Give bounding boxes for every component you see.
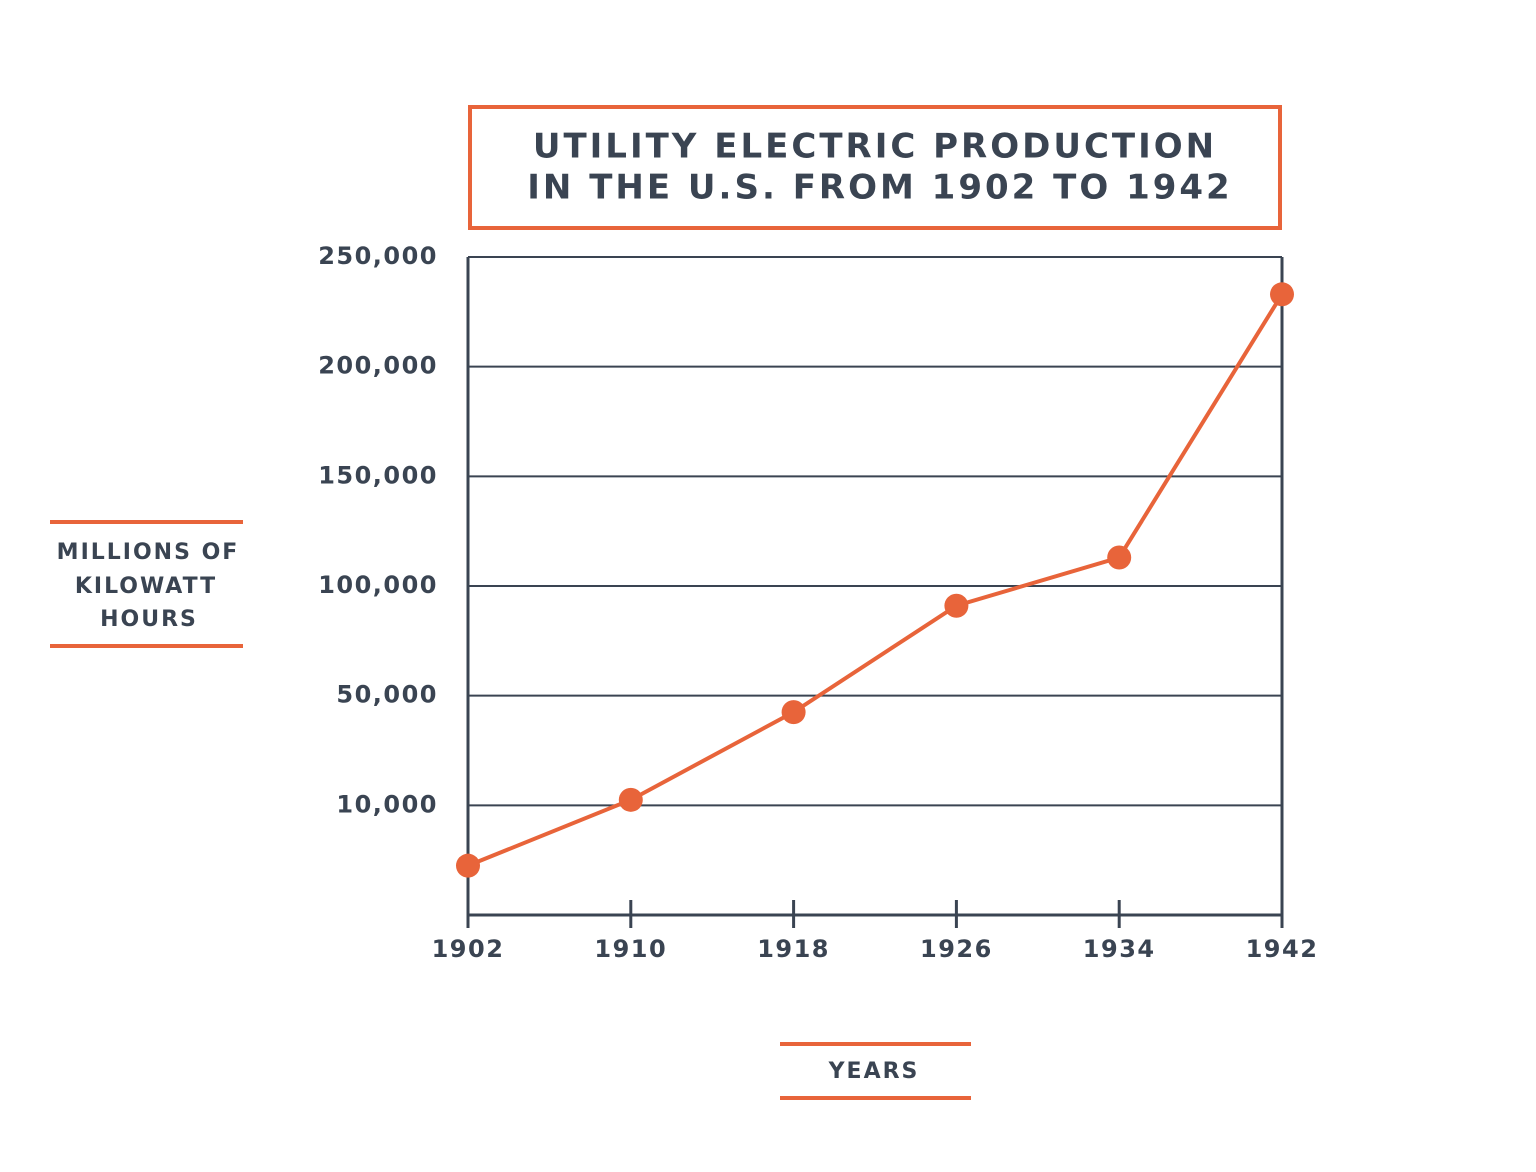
title-box <box>468 105 1282 230</box>
series-line <box>467 293 1284 868</box>
y-axis-label: MILLIONS OF <box>57 540 240 565</box>
chart-title: UTILITY ELECTRIC PRODUCTION <box>533 127 1217 167</box>
y-tick-label: 150,000 <box>318 461 438 489</box>
x-axis-label: YEARS <box>828 1059 920 1084</box>
x-tick-label: 1918 <box>757 935 830 963</box>
data-point <box>1270 282 1294 307</box>
x-tick-label: 1926 <box>920 935 993 963</box>
x-tick-label: 1910 <box>594 935 667 963</box>
y-tick-label: 50,000 <box>336 681 438 709</box>
data-point <box>781 700 806 725</box>
data-point <box>618 787 643 812</box>
data-point <box>1107 545 1132 570</box>
y-axis-label: KILOWATT <box>75 574 217 599</box>
y-tick-label: 200,000 <box>318 352 438 380</box>
x-tick-label: 1934 <box>1083 935 1156 963</box>
chart-title: IN THE U.S. FROM 1902 TO 1942 <box>527 168 1232 208</box>
data-point <box>944 593 969 618</box>
y-tick-label: 10,000 <box>336 790 438 818</box>
x-tick-label: 1942 <box>1246 935 1319 963</box>
data-point <box>456 853 480 878</box>
y-tick-label: 250,000 <box>318 242 438 270</box>
x-tick-label: 1902 <box>432 935 505 963</box>
y-tick-label: 100,000 <box>318 571 438 599</box>
y-axis-label: HOURS <box>100 607 198 632</box>
